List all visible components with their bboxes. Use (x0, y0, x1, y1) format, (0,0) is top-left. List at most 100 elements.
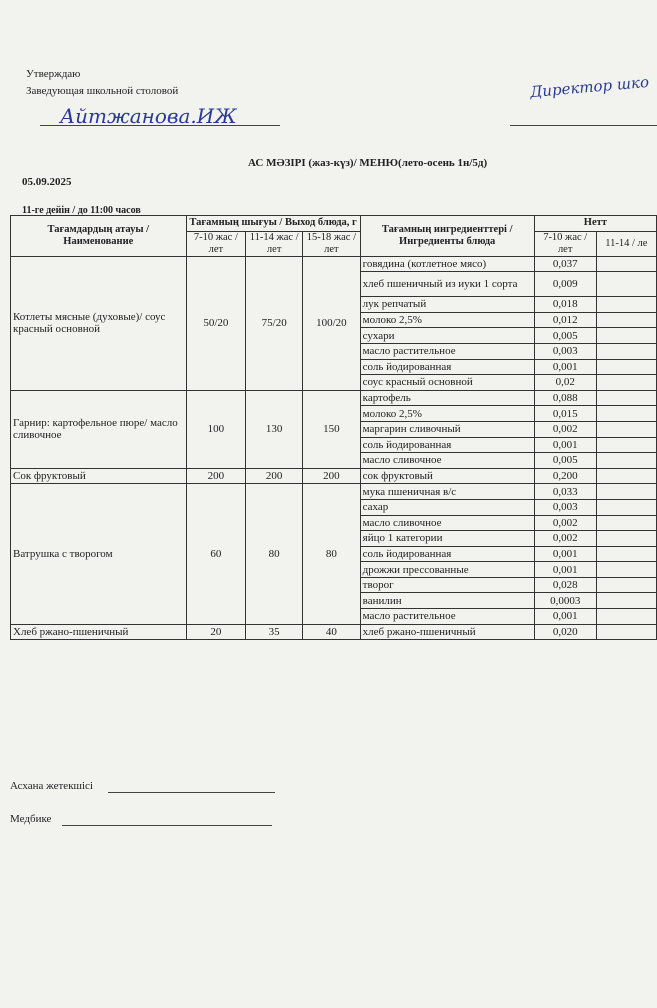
dish-output: 130 (245, 389, 304, 469)
sign-line (510, 125, 657, 126)
dish-name: Ватрушка с творогом (10, 483, 187, 625)
ingredient: сухари (359, 327, 535, 344)
time: 11-ге дейін / до 11:00 часов (22, 205, 141, 216)
dish-output: 80 (245, 483, 304, 625)
table-row: масло растительное 0,001 (11, 608, 657, 625)
netto: 0,018 (533, 296, 597, 313)
netto: 0,028 (533, 576, 597, 594)
dish-name: Гарнир: картофельное пюре/ масло сливочн… (10, 389, 187, 469)
sign-line (62, 825, 272, 826)
ingredient: сахар (359, 498, 535, 516)
table-row: хлеб пшеничный из иуки 1 сорта 0,009 (11, 271, 657, 298)
dish-output: 100/20 (302, 255, 361, 391)
dish-output: 20 (185, 623, 247, 641)
netto-empty (595, 576, 657, 594)
netto-empty (595, 592, 657, 610)
table-row: яйцо 1 категории 0,002 (11, 530, 657, 547)
ingredient: творог (359, 576, 535, 594)
netto: 0,200 (533, 467, 597, 485)
ingredient: говядина (котлетное мясо) (359, 255, 535, 273)
date: 05.09.2025 (22, 176, 72, 188)
netto-empty (595, 514, 657, 532)
netto-empty (595, 389, 657, 407)
table-row: Тағамдардың атауы / Наименование Тағамның… (10, 215, 657, 257)
netto-empty (595, 374, 657, 391)
netto: 0,001 (533, 608, 597, 625)
table-row: ванилин 0,0003 (11, 592, 657, 610)
ingredient: соль йодированная (359, 436, 535, 454)
table-row: Сок фруктовый 200 200 200 сок фруктовый 0,200 (10, 467, 657, 485)
netto: 0,033 (533, 483, 597, 500)
dish-name: Хлеб ржано-пшеничный (10, 623, 187, 641)
header-age: 11-14 жас / лет (245, 230, 304, 257)
netto: 0,088 (533, 389, 597, 407)
dish-output: 50/20 (185, 255, 247, 391)
netto: 0,009 (533, 271, 597, 298)
table-row: сухари 0,005 (11, 327, 657, 344)
ingredient: масло растительное (359, 342, 535, 360)
netto: 0,012 (533, 311, 597, 329)
ingredient: маргарин сливочный (359, 420, 535, 438)
ingredient: соус красный основной (359, 374, 535, 391)
netto-empty (595, 498, 657, 516)
position: Заведующая школьной столовой (26, 85, 179, 97)
netto-empty (595, 452, 657, 469)
table-row: масло сливочное 0,005 (11, 452, 657, 469)
title: АС МӘЗІРІ (жаз-күз)/ МЕНЮ(лето-осень 1н/… (248, 157, 488, 169)
right-note: Директор шко (529, 72, 650, 102)
netto-empty (595, 358, 657, 376)
table-row: Хлеб ржано-пшеничный 20 35 40 хлеб ржано-пше… (10, 623, 657, 641)
ingredient: масло растительное (359, 608, 535, 625)
netto-empty (595, 436, 657, 454)
netto: 0,001 (533, 436, 597, 454)
menu-table: Тағамдардың атауы / Наименование Тағамның… (10, 215, 657, 641)
ingredient: масло сливочное (359, 452, 535, 469)
netto-empty (595, 483, 657, 500)
header-age: 15-18 жас / лет (302, 230, 361, 257)
header-netto: Нетт (533, 215, 657, 232)
sign-line (108, 792, 275, 793)
netto: 0,002 (533, 420, 597, 438)
header-age: 11-14 / ле (595, 230, 657, 257)
header-age: 7-10 жас / лет (185, 230, 247, 257)
header-output: Тағамның шығуы / Выход блюда, г (185, 215, 361, 232)
ingredient: соль йодированная (359, 545, 535, 563)
table-row: масло растительное 0,003 (11, 342, 657, 360)
netto-empty (595, 311, 657, 329)
dish-name: Сок фруктовый (10, 467, 187, 485)
table-row: Гарнир: картофельное пюре/ масло сливочн… (10, 389, 657, 469)
dish-output: 75/20 (245, 255, 304, 391)
netto-empty (595, 420, 657, 438)
cook-label: Асхана жетекшісі (10, 780, 93, 792)
dish-output: 200 (302, 467, 361, 485)
table-row: молоко 2,5% 0,012 (11, 311, 657, 329)
dish-output: 40 (302, 623, 361, 641)
netto: 0,003 (533, 498, 597, 516)
table-row: Ватрушка с творогом 60 80 80 мука пшеничная … (10, 483, 657, 625)
netto-empty (595, 608, 657, 625)
ingredient: картофель (359, 389, 535, 407)
netto-empty (595, 271, 657, 298)
table-row: дрожжи прессованные 0,001 (11, 561, 657, 578)
netto: 0,001 (533, 358, 597, 376)
nurse-label: Медбике (10, 813, 52, 825)
ingredient: хлеб пшеничный из иуки 1 сорта (359, 271, 535, 298)
table-row: 7-10 жас / лет 11-14 жас / лет 15-18 жас /… (11, 230, 657, 257)
table-row: Котлеты мясные (духовые)/ соус красный о… (10, 255, 657, 391)
netto: 0,002 (533, 530, 597, 547)
ingredient: хлеб ржано-пшеничный (359, 623, 535, 641)
dish-output: 200 (245, 467, 304, 485)
netto-empty (595, 296, 657, 313)
dish-output: 35 (245, 623, 304, 641)
dish-output: 80 (302, 483, 361, 625)
ingredient: мука пшеничная в/с (359, 483, 535, 500)
dish-name: Котлеты мясные (духовые)/ соус красный о… (10, 255, 187, 391)
netto: 0,001 (533, 545, 597, 563)
ingredient: дрожжи прессованные (359, 561, 535, 578)
ingredient: масло сливочное (359, 514, 535, 532)
netto: 0,02 (533, 374, 597, 391)
approve: Утверждаю (26, 68, 81, 80)
netto: 0,015 (533, 405, 597, 422)
ingredient: молоко 2,5% (359, 405, 535, 422)
